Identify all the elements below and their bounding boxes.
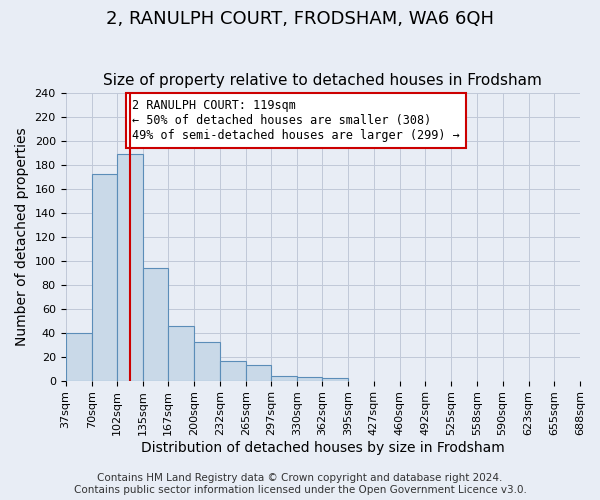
- Text: 2, RANULPH COURT, FRODSHAM, WA6 6QH: 2, RANULPH COURT, FRODSHAM, WA6 6QH: [106, 10, 494, 28]
- X-axis label: Distribution of detached houses by size in Frodsham: Distribution of detached houses by size …: [141, 441, 505, 455]
- Bar: [220, 362, 246, 380]
- Bar: [297, 377, 322, 380]
- Title: Size of property relative to detached houses in Frodsham: Size of property relative to detached ho…: [103, 73, 542, 88]
- Y-axis label: Number of detached properties: Number of detached properties: [15, 128, 29, 346]
- Text: Contains HM Land Registry data © Crown copyright and database right 2024.
Contai: Contains HM Land Registry data © Crown c…: [74, 474, 526, 495]
- Bar: [271, 376, 297, 380]
- Bar: [65, 332, 92, 380]
- Bar: [117, 154, 143, 380]
- Bar: [168, 326, 194, 380]
- Bar: [194, 342, 220, 380]
- Bar: [143, 268, 168, 380]
- Bar: [322, 378, 349, 380]
- Bar: [246, 365, 271, 380]
- Text: 2 RANULPH COURT: 119sqm
← 50% of detached houses are smaller (308)
49% of semi-d: 2 RANULPH COURT: 119sqm ← 50% of detache…: [132, 100, 460, 142]
- Bar: [92, 174, 117, 380]
